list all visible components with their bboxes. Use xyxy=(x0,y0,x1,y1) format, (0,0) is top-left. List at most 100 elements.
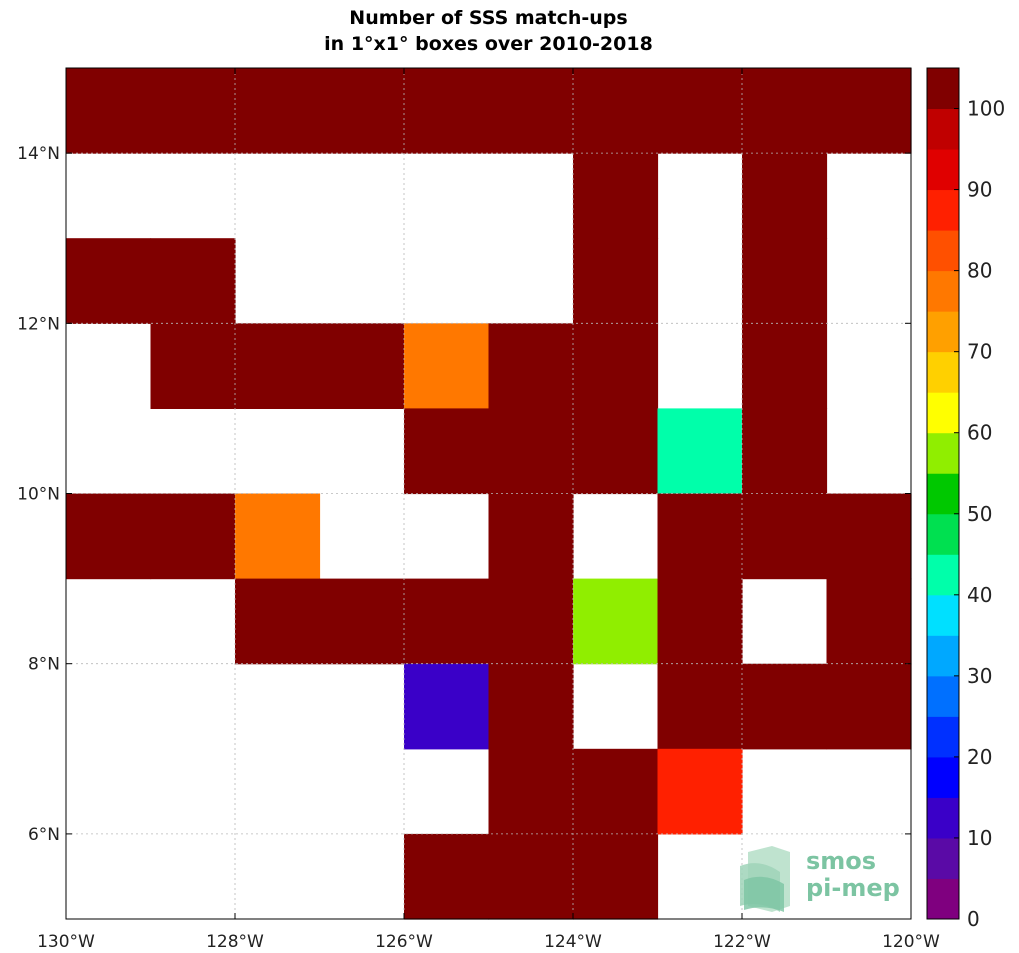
heatmap-cell xyxy=(657,68,743,154)
heatmap-cell xyxy=(66,68,152,154)
colorbar-band xyxy=(927,149,959,191)
colorbar-tick-label: 80 xyxy=(967,259,992,283)
heatmap-cell xyxy=(826,68,912,154)
heatmap-cell xyxy=(404,578,490,665)
heatmap-cell xyxy=(235,493,321,580)
heatmap-cells xyxy=(66,68,912,920)
colorbar-tick-label: 0 xyxy=(967,907,980,931)
heatmap-cell xyxy=(488,663,574,750)
heatmap-cell xyxy=(150,493,236,580)
heatmap-cell xyxy=(235,323,321,409)
heatmap-cell xyxy=(742,663,828,750)
grid-lines xyxy=(66,68,911,919)
heatmap-cell xyxy=(573,833,659,920)
colorbar-band xyxy=(927,675,959,717)
x-tick-label: 120°W xyxy=(882,932,940,952)
heatmap-cell xyxy=(657,578,743,665)
colorbar: 0 10 20 30 40 50 60 70 80 90 100 xyxy=(926,67,1005,931)
colorbar-band xyxy=(927,108,959,150)
colorbar-tick-label: 50 xyxy=(967,502,992,526)
heatmap-cell xyxy=(488,578,574,665)
colorbar-band xyxy=(927,392,959,434)
colorbar-band xyxy=(927,270,959,312)
heatmap-cell xyxy=(573,68,659,154)
x-tick-label: 124°W xyxy=(544,932,602,952)
heatmap-cell xyxy=(573,748,659,835)
colorbar-band xyxy=(927,797,959,839)
axis-ticks: 130°W 128°W 126°W 124°W 122°W 120°W 6°N 8°N 10°N… xyxy=(17,68,940,952)
heatmap-cell xyxy=(742,238,828,324)
colorbar-band xyxy=(927,311,959,353)
heatmap-cell xyxy=(742,153,828,239)
colorbar-band xyxy=(927,189,959,231)
smos-pi-mep-logo: smos pi-mep xyxy=(740,846,900,912)
heatmap-cell xyxy=(235,68,321,154)
colorbar-band xyxy=(927,594,959,636)
colorbar-band xyxy=(927,473,959,515)
heatmap-cell xyxy=(742,323,828,409)
heatmap-cell xyxy=(826,578,912,665)
colorbar-tick-label: 10 xyxy=(967,826,992,850)
logo-text-pi-mep: pi-mep xyxy=(806,874,900,902)
heatmap-cell xyxy=(150,238,236,324)
heatmap-cell xyxy=(404,68,490,154)
heatmap-cell xyxy=(826,663,912,750)
heatmap-cell xyxy=(573,408,659,495)
heatmap-cell xyxy=(657,408,743,495)
y-tick-label: 10°N xyxy=(17,485,60,505)
y-tick-label: 6°N xyxy=(28,825,60,845)
x-tick-label: 128°W xyxy=(206,932,264,952)
colorbar-band xyxy=(927,635,959,677)
colorbar-band xyxy=(927,432,959,474)
heatmap-cell xyxy=(235,578,321,665)
heatmap-cell xyxy=(657,493,743,580)
heatmap-cell xyxy=(319,578,405,665)
colorbar-band xyxy=(927,756,959,798)
heatmap-cell xyxy=(742,408,828,495)
colorbar-tick-label: 30 xyxy=(967,664,992,688)
heatmap-cell xyxy=(319,323,405,409)
colorbar-band xyxy=(927,878,959,920)
heatmap-cell xyxy=(404,833,490,920)
heatmap-cell xyxy=(488,408,574,495)
x-tick-label: 130°W xyxy=(37,932,95,952)
heatmap-cell xyxy=(319,68,405,154)
colorbar-tick-label: 60 xyxy=(967,421,992,445)
colorbar-tick-label: 70 xyxy=(967,340,992,364)
colorbar-band xyxy=(927,716,959,758)
chart-title-line2: in 1°x1° boxes over 2010-2018 xyxy=(324,33,653,55)
heatmap-cell xyxy=(150,323,236,409)
y-tick-label: 14°N xyxy=(17,144,60,164)
colorbar-tick-label: 100 xyxy=(967,97,1005,121)
logo-text-smos: smos xyxy=(806,847,876,875)
chart-title-line1: Number of SSS match-ups xyxy=(349,7,628,29)
heatmap-cell xyxy=(657,748,743,835)
colorbar-tick-label: 40 xyxy=(967,583,992,607)
heatmap-cell xyxy=(573,153,659,239)
heatmap-cell xyxy=(657,663,743,750)
heatmap-cell xyxy=(573,238,659,324)
colorbar-band xyxy=(927,68,959,110)
colorbar-band xyxy=(927,554,959,596)
heatmap-cell xyxy=(488,748,574,835)
colorbar-frame xyxy=(926,67,960,920)
colorbar-band xyxy=(927,230,959,272)
x-tick-label: 126°W xyxy=(375,932,433,952)
heatmap-cell xyxy=(742,68,828,154)
colorbar-band xyxy=(927,351,959,393)
heatmap-cell xyxy=(66,238,152,324)
heatmap-cell xyxy=(826,493,912,580)
colorbar-band xyxy=(927,837,959,879)
heatmap-cell xyxy=(404,408,490,495)
x-tick-label: 122°W xyxy=(713,932,771,952)
colorbar-band xyxy=(927,513,959,555)
heatmap-cell xyxy=(742,493,828,580)
heatmap-cell xyxy=(404,663,490,750)
heatmap-cell xyxy=(488,493,574,580)
y-tick-label: 8°N xyxy=(28,655,60,675)
colorbar-tick-label: 90 xyxy=(967,178,992,202)
heatmap-cell xyxy=(66,493,152,580)
colorbar-tick-label: 20 xyxy=(967,745,992,769)
heatmap-cell xyxy=(573,323,659,409)
